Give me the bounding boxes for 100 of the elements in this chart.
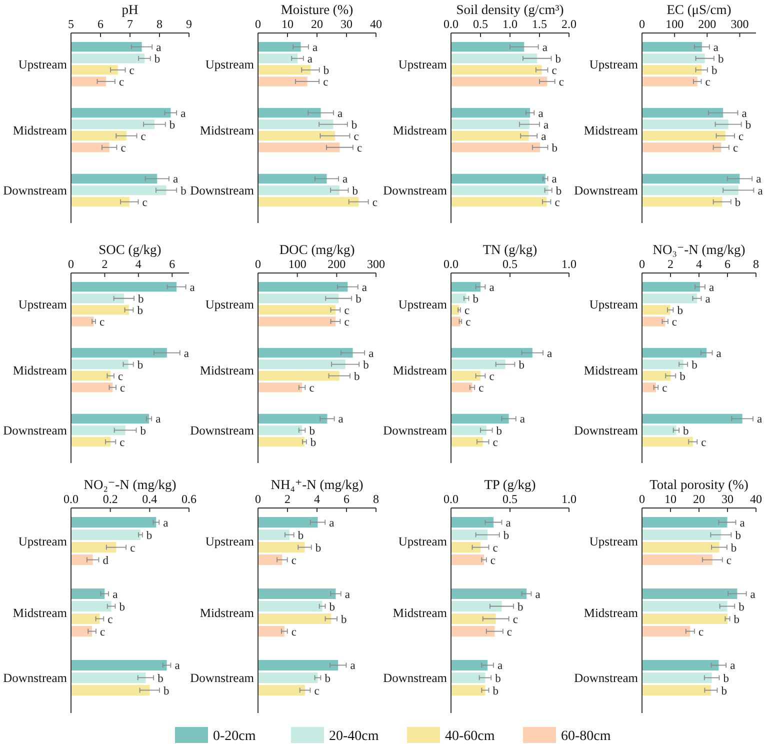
x-tick-label: 8 (373, 492, 379, 506)
data-label: c (512, 614, 518, 626)
data-label: a (730, 660, 736, 672)
x-tick-label: 6 (98, 17, 104, 31)
y-tick-label: Midstream (200, 123, 254, 138)
data-label: b (137, 304, 144, 317)
data-label: b (351, 119, 358, 132)
y-tick-label: Upstream (18, 298, 68, 312)
data-label: b (723, 672, 730, 685)
x-tick-label: 200 (698, 17, 716, 31)
x-tick-label: 9 (186, 17, 192, 31)
x-tick-label: 1.0 (562, 257, 576, 271)
y-tick-label: Upstream (18, 58, 68, 72)
x-tick-label: 0.5 (502, 492, 518, 506)
data-label: a (520, 414, 526, 426)
data-label: c (726, 554, 732, 567)
x-tick-label: 0.2 (102, 492, 118, 506)
y-tick-label: Downstream (3, 184, 68, 198)
data-label: a (342, 174, 348, 186)
data-label: b (692, 359, 698, 372)
y-tick-label: Midstream (200, 363, 254, 378)
data-label: b (119, 601, 126, 614)
y-tick-label: Upstream (589, 534, 638, 548)
data-label: c (478, 382, 484, 394)
data-label: d (102, 554, 109, 567)
x-tick-label: 0 (255, 17, 261, 31)
y-tick-label: Downstream (574, 424, 638, 438)
data-label: c (291, 626, 296, 638)
y-tick-label: Downstream (574, 671, 638, 686)
data-label: b (354, 370, 360, 383)
data-label: c (698, 626, 704, 638)
legend-label: 40-60cm (445, 728, 495, 744)
y-tick-label: Midstream (392, 123, 448, 138)
x-tick-label: 20 (311, 17, 323, 31)
x-tick-label: 6 (344, 492, 350, 506)
data-label: a (368, 348, 374, 360)
x-tick-label: 7 (127, 17, 133, 31)
x-tick-label: 6 (169, 257, 176, 271)
data-label: a (740, 517, 745, 530)
data-label: a (757, 414, 762, 426)
x-tick-label: 8 (156, 17, 162, 31)
data-label: b (683, 425, 690, 438)
y-tick-label: Upstream (589, 298, 638, 312)
x-tick-label: 0 (68, 257, 74, 271)
data-label: b (146, 530, 152, 542)
data-label: a (190, 282, 195, 294)
x-tick-label: 2.0 (562, 17, 576, 31)
x-tick-label: 2 (668, 257, 674, 271)
data-label: b (745, 119, 752, 132)
data-label: c (142, 196, 148, 209)
y-tick-label: Midstream (200, 606, 254, 620)
data-label: b (310, 436, 316, 449)
data-label: b (730, 542, 737, 554)
data-label: c (489, 370, 494, 383)
chart-title: EC (μS/cm) (666, 2, 732, 17)
x-tick-label: 4 (314, 492, 320, 506)
data-label: b (518, 359, 525, 372)
chart-title: Total porosity (%) (650, 477, 748, 492)
data-label: a (489, 282, 494, 294)
y-tick-label: Midstream (12, 363, 68, 378)
data-label: c (140, 130, 146, 143)
data-label: b (734, 614, 740, 626)
data-label: a (497, 660, 503, 672)
data-label: c (118, 76, 124, 88)
data-label: c (672, 316, 678, 328)
y-tick-label: Downstream (383, 424, 448, 438)
data-label: b (138, 293, 144, 306)
data-label: c (323, 76, 328, 88)
data-label: b (324, 672, 331, 685)
data-label: b (356, 293, 362, 306)
chart-title: TN (g/kg) (482, 242, 538, 257)
data-label: c (464, 304, 470, 317)
data-label: a (538, 108, 544, 120)
data-label: c (506, 626, 512, 638)
legend-label: 60-80cm (561, 728, 611, 744)
y-tick-label: Downstream (3, 671, 68, 686)
x-tick-label: 10 (664, 492, 676, 506)
y-tick-label: Downstream (190, 671, 254, 686)
x-tick-label: 0.6 (182, 492, 196, 506)
data-label: c (108, 614, 113, 626)
data-label: a (307, 53, 313, 66)
y-tick-label: Upstream (18, 534, 68, 548)
data-label: a (544, 119, 549, 132)
data-label: b (496, 425, 502, 438)
chart-title: NH₄⁺-N (mg/kg) (270, 477, 364, 492)
x-tick-label: 300 (730, 17, 749, 31)
data-label: c (662, 382, 668, 394)
data-label: a (708, 282, 714, 294)
data-label: b (158, 672, 164, 685)
data-label: c (558, 76, 564, 88)
y-tick-label: Midstream (392, 363, 448, 378)
data-label: b (556, 185, 562, 198)
x-tick-label: 0 (255, 257, 261, 271)
data-label: b (552, 142, 558, 154)
data-label: c (552, 64, 557, 77)
y-tick-label: Downstream (383, 671, 448, 686)
legend-label: 20-40cm (329, 728, 379, 744)
data-label: b (738, 601, 745, 614)
data-label: a (338, 108, 343, 120)
data-label: c (120, 436, 125, 449)
